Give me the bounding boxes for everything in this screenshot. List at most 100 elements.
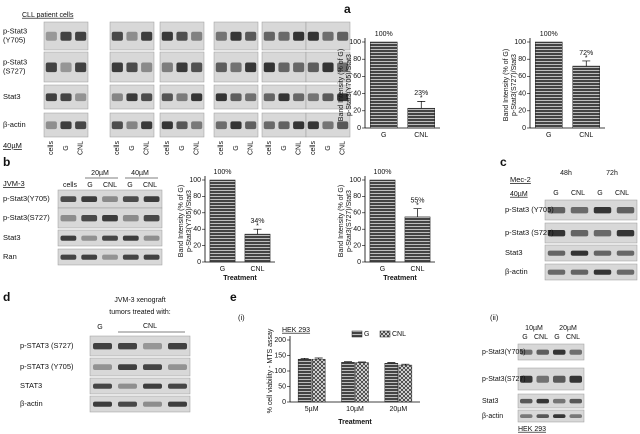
blot-band: [102, 196, 118, 203]
blot-band: [45, 93, 57, 102]
y-tick-label: 80: [353, 193, 361, 200]
blot-band: [122, 215, 139, 222]
lane-label: CNL: [143, 323, 157, 330]
blot-band: [45, 31, 57, 41]
blot-band: [122, 235, 139, 241]
blot-band: [230, 62, 242, 73]
lane-label: CNL: [534, 334, 548, 341]
lane-label: CNL: [194, 141, 201, 155]
blot-band: [245, 62, 257, 73]
blot-band: [141, 31, 153, 41]
blot-band: [168, 383, 187, 389]
blot-band: [230, 31, 242, 41]
blot-band: [60, 121, 72, 130]
y-tick-label: 0: [357, 259, 361, 266]
label: (ii): [490, 313, 499, 322]
label: 20µM: [559, 325, 577, 332]
blot-band: [102, 215, 118, 222]
error-bar: [300, 357, 309, 360]
blot-band: [168, 364, 187, 371]
blot-band: [536, 414, 550, 419]
blot-band: [570, 207, 589, 214]
blot-band: [126, 93, 138, 102]
row-label: Stat3: [505, 248, 523, 257]
blot-band: [81, 215, 98, 222]
y-axis-label: p-Stat3(S727)/Stat3: [346, 190, 353, 252]
x-tick-label: 10µM: [346, 406, 364, 413]
blot-band: [337, 31, 349, 41]
blot-band: [570, 269, 589, 275]
blot-band: [547, 250, 566, 256]
lane-label: G: [129, 145, 136, 150]
row-label: p-Stat3: [3, 26, 27, 35]
blot: [57, 248, 163, 266]
label: 40µM: [131, 170, 149, 177]
y-tick-label: 60: [353, 73, 361, 80]
lane-label: G: [597, 190, 602, 197]
blot-band: [536, 349, 550, 355]
blot-band: [161, 62, 173, 73]
blot: [544, 263, 638, 281]
lane-label: CNL: [143, 182, 157, 189]
row-label: Stat3: [482, 398, 498, 405]
error-bar: [387, 362, 396, 364]
lane-label: CNL: [571, 190, 585, 197]
panel-label: e: [230, 290, 237, 304]
label: JVM-3 xenograft: [114, 297, 165, 304]
lane-label: G: [281, 145, 288, 150]
error-bar: [582, 60, 591, 67]
bar: [244, 233, 271, 263]
blot-band: [126, 121, 138, 130]
annotation: *: [585, 55, 588, 62]
label: 20µM: [91, 170, 109, 177]
blot-band: [60, 196, 77, 203]
x-tick-label: 5µM: [305, 406, 319, 413]
blot-band: [45, 121, 57, 130]
blot-band: [245, 31, 257, 41]
y-tick-label: 100: [274, 368, 286, 375]
blot-band: [176, 121, 188, 130]
lane-label: cells: [266, 141, 273, 156]
lane-label: G: [325, 145, 332, 150]
blot-band: [168, 401, 187, 407]
blot-band: [75, 93, 87, 102]
annotation: *: [420, 95, 423, 102]
row-label: p-STAT3 (Y705): [20, 362, 74, 371]
blot-band: [191, 121, 203, 130]
blot-band: [118, 364, 137, 371]
lane-label: CNL: [296, 141, 303, 155]
blot-band: [141, 121, 153, 130]
x-axis-label: Treatment: [223, 275, 257, 282]
value-label: 100%: [375, 31, 393, 38]
blot-band: [307, 62, 319, 73]
blot-band: [111, 121, 123, 130]
y-tick-label: 20: [193, 242, 201, 249]
x-tick-label: CNL: [414, 132, 428, 139]
error-bar: [413, 208, 422, 217]
blot-band: [307, 121, 319, 130]
y-tick-label: 40: [193, 226, 201, 233]
value-label: 100%: [540, 31, 558, 38]
blot-band: [118, 343, 137, 350]
row-label: p-Stat3(Y705): [482, 349, 526, 356]
y-axis-label: Band Intensity (% of G): [338, 185, 345, 257]
blot-band: [60, 31, 72, 41]
blot-band: [245, 121, 257, 130]
blot-band: [593, 250, 612, 256]
y-tick-label: 100: [349, 39, 361, 46]
blot-band: [616, 230, 635, 237]
row-label: Ran: [3, 252, 17, 261]
blot-band: [143, 364, 162, 371]
blot-band: [552, 349, 566, 355]
bar: [535, 41, 563, 129]
row-label: β-actin: [482, 413, 503, 420]
row-label: p-Stat3(Y705): [3, 194, 50, 203]
blot-band: [569, 375, 583, 383]
error-bar: [314, 357, 323, 360]
blot-band: [293, 62, 305, 73]
label: 10µM: [525, 325, 543, 332]
error-bar: [401, 363, 410, 366]
blot-band: [536, 375, 550, 383]
blot-band: [337, 93, 349, 102]
x-tick-label: G: [381, 132, 386, 139]
